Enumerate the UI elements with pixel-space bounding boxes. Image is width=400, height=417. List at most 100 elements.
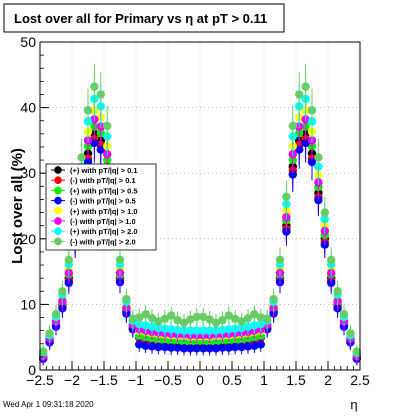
data-point [205, 326, 214, 335]
data-point [192, 344, 201, 353]
data-point [224, 311, 233, 320]
data-point [179, 344, 189, 353]
data-point [90, 82, 99, 91]
title-box [3, 3, 285, 33]
data-point [167, 325, 176, 334]
data-point [39, 347, 48, 356]
data-point [339, 310, 349, 319]
data-point [205, 315, 214, 324]
legend-label: (-) with pT/|q| > 0.5 [70, 197, 136, 206]
x-tick-label: −0.5 [154, 372, 182, 388]
data-point [147, 313, 157, 323]
legend-marker [54, 196, 62, 205]
x-tick-label: −2 [64, 372, 80, 388]
legend-box [45, 163, 157, 251]
legend-marker [54, 176, 62, 184]
legend-label: (+) with pT/|q| > 0.1 [70, 166, 138, 175]
legend-marker [54, 217, 62, 225]
legend-marker [54, 207, 62, 215]
data-point [154, 317, 163, 326]
legend-label: (-) with pT/|q| > 1.0 [70, 217, 136, 226]
data-point [250, 341, 259, 350]
x-tick-label: 0 [196, 372, 204, 388]
data-point [160, 314, 169, 324]
data-point [301, 138, 310, 148]
legend-label: (+) with pT/|q| > 1.0 [70, 207, 138, 216]
data-point [307, 106, 317, 115]
data-point [314, 195, 323, 205]
data-point [288, 121, 297, 131]
data-point [141, 321, 150, 330]
legend-label: (+) with pT/|q| > 0.5 [70, 186, 138, 195]
data-point [199, 326, 208, 335]
data-point [135, 340, 144, 349]
data-point [103, 121, 112, 131]
data-point [83, 106, 93, 115]
data-point [218, 315, 227, 325]
data-point [250, 321, 259, 330]
data-point [96, 145, 106, 154]
data-point [263, 314, 272, 324]
data-point [237, 342, 246, 352]
data-point [192, 326, 201, 335]
legend-marker [54, 237, 62, 246]
x-tick-label: −1 [128, 372, 144, 388]
data-point [141, 341, 150, 350]
data-point [186, 344, 195, 353]
data-point [141, 310, 150, 319]
data-point [224, 343, 233, 352]
legend-label: (-) with pT/|q| > 0.1 [70, 176, 136, 185]
data-point [211, 344, 221, 353]
data-point [147, 342, 157, 351]
data-point [173, 343, 182, 352]
data-point [243, 342, 253, 351]
y-tick-label: 10 [20, 296, 36, 312]
data-point [320, 208, 329, 217]
data-point [64, 255, 74, 264]
x-tick-label: 0.5 [222, 372, 242, 388]
x-axis-label: η [350, 397, 357, 412]
data-point [199, 344, 208, 353]
data-point [167, 343, 176, 352]
chart-title: Lost over all for Primary vs η at pT > 0… [14, 11, 267, 26]
data-point [90, 138, 99, 148]
x-tick-label: −2.5 [26, 372, 54, 388]
axes: −2.5 −2 −1.5 −1 −0.5 0 0.5 1 1.5 2 2.5 0 10 20 30 40 50 [20, 34, 370, 388]
y-tick-label: 30 [20, 165, 36, 181]
data-point [256, 313, 265, 322]
x-tick-label: 1 [260, 372, 268, 388]
data-point [237, 317, 246, 326]
data-point [301, 82, 310, 91]
y-tick-label: 50 [20, 34, 36, 50]
data-point [167, 311, 176, 320]
data-point [45, 329, 54, 338]
data-point [211, 318, 221, 327]
timestamp-footer: Wed Apr 1 09:31:18 2020 [3, 400, 94, 409]
data-point [96, 90, 106, 99]
data-point [192, 312, 201, 322]
data-point [314, 153, 323, 162]
data-point [218, 343, 227, 352]
data-point [231, 314, 240, 324]
data-point [122, 294, 131, 304]
data-point [199, 312, 208, 322]
y-tick-label: 0 [28, 362, 36, 378]
data-point [128, 314, 137, 324]
data-point [295, 145, 304, 154]
x-tick-label: 2.5 [350, 372, 370, 388]
data-point [173, 325, 182, 335]
data-point [154, 342, 163, 352]
data-point [327, 255, 336, 264]
x-tick-label: 1.5 [286, 372, 306, 388]
data-point [288, 170, 297, 179]
data-point [218, 325, 227, 335]
data-point [160, 324, 169, 333]
legend: (+) with pT/|q| > 0.1(-) with pT/|q| > 0… [45, 163, 157, 251]
legend-label: (-) with pT/|q| > 2.0 [70, 237, 136, 246]
legend-marker [54, 186, 62, 195]
data-point [333, 287, 342, 296]
legend-marker [54, 227, 62, 235]
data-point [256, 340, 265, 349]
